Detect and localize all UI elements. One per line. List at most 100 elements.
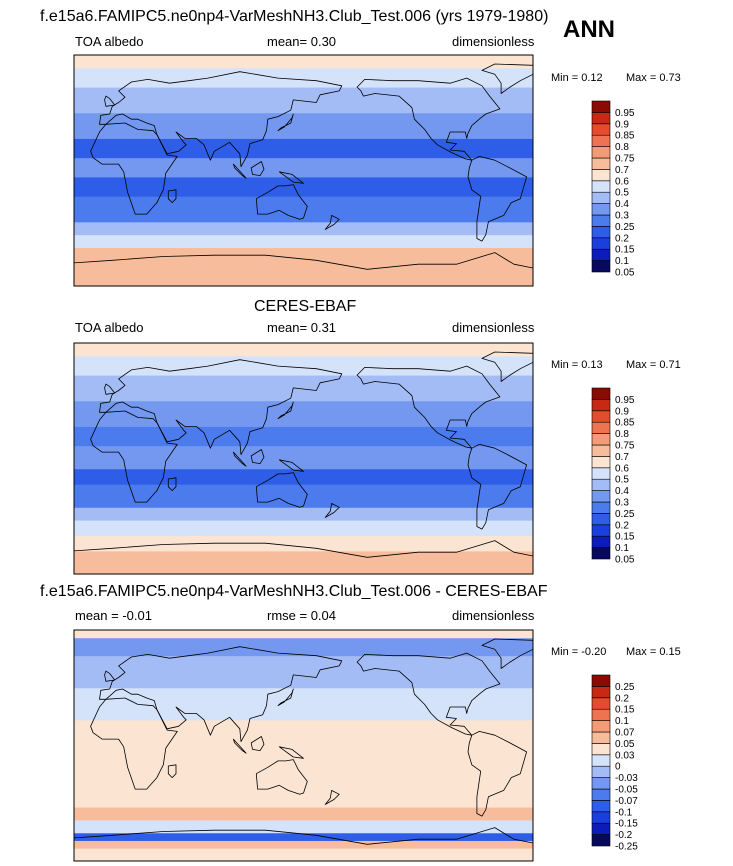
lat-band-5: [74, 468, 533, 485]
panel3-mean-label: mean = -0.01: [75, 608, 152, 623]
colorbar-cell-9: [591, 444, 611, 457]
colorbar-2: 0.050.10.150.20.250.30.40.50.60.70.750.8…: [591, 387, 635, 566]
colorbar-cell-3: [591, 800, 611, 813]
coastline-13: [324, 502, 340, 518]
colorbar-cell-10: [591, 433, 611, 446]
colorbar-tick-label: -0.2: [615, 830, 633, 841]
colorbar-cell-12: [591, 697, 611, 710]
colorbar-cell-1: [591, 535, 611, 548]
panel2-max-label: Max = 0.71: [626, 359, 681, 371]
colorbar-cell-0: [591, 260, 611, 273]
lat-band-2: [74, 520, 533, 536]
colorbar-cell-7: [591, 467, 611, 480]
coastline-11: [277, 688, 294, 707]
lat-band-0: [74, 848, 533, 861]
panel1-max-label: Max = 0.73: [626, 72, 681, 84]
colorbar-cell-0: [591, 834, 611, 847]
colorbar-tick-label: 0.5: [615, 188, 629, 199]
colorbar-tick-label: 0.1: [615, 716, 629, 727]
colorbar-cell-11: [591, 421, 611, 434]
colorbar-cell-10: [591, 720, 611, 733]
colorbar-cell-2: [591, 237, 611, 250]
coastline-0: [90, 697, 178, 790]
coastline-4: [467, 731, 527, 817]
coastline-3: [356, 77, 501, 161]
colorbar-tick-label: 0.3: [615, 498, 629, 509]
colorbar-cell-6: [591, 191, 611, 204]
lat-band-6: [74, 157, 533, 178]
lat-band-3: [74, 221, 533, 236]
lat-band-9: [74, 87, 533, 114]
colorbar-cell-7: [591, 754, 611, 767]
colorbar-tick-label: 0.2: [615, 520, 629, 531]
coastline-12: [104, 670, 116, 682]
lat-band-1: [74, 840, 533, 849]
colorbar-tick-label: 0.4: [615, 199, 629, 210]
map-panel-2: [73, 342, 534, 575]
colorbar-tick-label: 0.6: [615, 463, 629, 474]
colorbar-tick-label: 0.05: [615, 739, 635, 750]
panel1-units-label: dimensionless: [452, 34, 535, 49]
colorbar-tick-label: 0.05: [615, 268, 635, 279]
map-frame: [73, 629, 534, 862]
lat-band-3: [74, 819, 533, 834]
lat-band-9: [74, 687, 533, 721]
map-field: [74, 55, 533, 286]
lat-band-10: [74, 655, 533, 689]
colorbar-cell-8: [591, 169, 611, 182]
colorbar-tick-label: 0.15: [615, 532, 635, 543]
coastline-7: [167, 189, 177, 204]
colorbar-cell-14: [591, 100, 611, 113]
lat-band-11: [74, 637, 533, 657]
panel2-left-label: TOA albedo: [75, 320, 144, 335]
coastline-12: [104, 383, 116, 395]
colorbar-cell-2: [591, 524, 611, 537]
colorbar-cell-6: [591, 765, 611, 778]
panel1-left-label: TOA albedo: [75, 34, 144, 49]
lat-band-7: [74, 138, 533, 159]
season-label: ANN: [563, 16, 615, 43]
colorbar-tick-label: 0.95: [615, 108, 635, 119]
coastline-5: [481, 63, 533, 94]
coastline-9: [232, 163, 247, 179]
colorbar-tick-label: -0.25: [615, 842, 638, 853]
colorbar-cell-14: [591, 674, 611, 687]
colorbar-tick-label: 0.95: [615, 395, 635, 406]
colorbar-tick-label: 0.6: [615, 176, 629, 187]
colorbar-tick-label: 0.25: [615, 509, 635, 520]
map-frame: [73, 54, 534, 287]
colorbar-tick-label: 0.85: [615, 418, 635, 429]
colorbar-cell-7: [591, 180, 611, 193]
colorbar-cell-12: [591, 123, 611, 136]
lat-band-10: [74, 355, 533, 376]
coastline-2: [255, 759, 308, 795]
lat-band-11: [74, 55, 533, 69]
colorbar-cell-8: [591, 456, 611, 469]
coastline-1: [99, 646, 343, 742]
panel1-mean-label: mean= 0.30: [267, 34, 337, 49]
coastline-12: [104, 95, 116, 107]
lat-band-12: [74, 630, 533, 639]
panel1-title: f.e15a6.FAMIPC5.ne0np4-VarMeshNH3.Club_T…: [40, 8, 549, 25]
coastline-8: [250, 161, 265, 177]
coastline-13: [324, 790, 340, 805]
colorbar-cell-8: [591, 743, 611, 756]
colorbar-cell-4: [591, 214, 611, 227]
map-field: [74, 630, 533, 861]
colorbar-cell-10: [591, 146, 611, 159]
coastline-11: [277, 401, 294, 420]
panel2-min-label: Min = 0.13: [551, 359, 603, 371]
lat-band-7: [74, 426, 533, 447]
coastline-10: [278, 746, 304, 759]
lat-band-1: [74, 247, 533, 268]
colorbar-cell-2: [591, 811, 611, 824]
coastline-0: [90, 410, 178, 503]
lat-band-10: [74, 67, 533, 88]
colorbar-cell-0: [591, 547, 611, 560]
colorbar-tick-label: 0.1: [615, 256, 629, 267]
lat-band-8: [74, 112, 533, 139]
coastline-4: [467, 443, 527, 530]
colorbar-1: 0.050.10.150.20.250.30.40.50.60.70.750.8…: [591, 100, 635, 279]
lat-band-8: [74, 400, 533, 427]
